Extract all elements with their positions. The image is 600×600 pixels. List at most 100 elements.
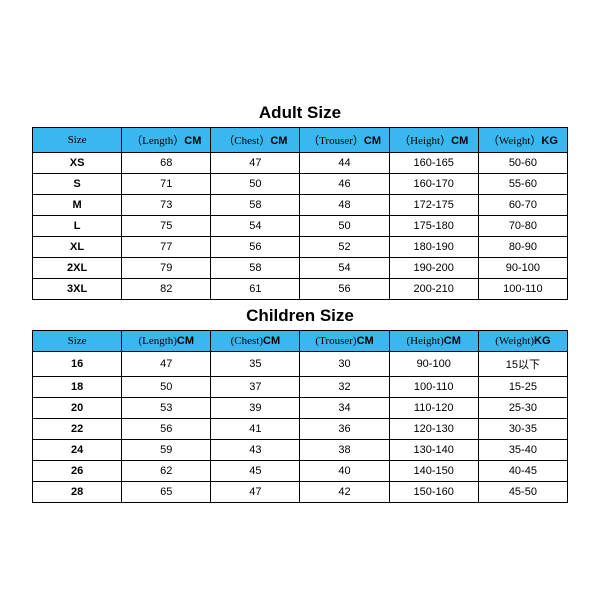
value-cell: 90-100 bbox=[478, 258, 567, 279]
value-cell: 32 bbox=[300, 377, 389, 398]
header-label: (Chest) bbox=[231, 335, 263, 347]
table-row: 3XL826156200-210100-110 bbox=[33, 279, 568, 300]
size-cell: 16 bbox=[33, 352, 122, 377]
table-row: XL775652180-19080-90 bbox=[33, 237, 568, 258]
table-row: 20533934110-12025-30 bbox=[33, 398, 568, 419]
value-cell: 140-150 bbox=[389, 461, 478, 482]
value-cell: 50 bbox=[300, 216, 389, 237]
value-cell: 42 bbox=[300, 482, 389, 503]
value-cell: 47 bbox=[211, 482, 300, 503]
value-cell: 30-35 bbox=[478, 419, 567, 440]
value-cell: 160-170 bbox=[389, 174, 478, 195]
column-header: （Chest）CM bbox=[211, 128, 300, 153]
header-label: Size bbox=[68, 335, 87, 347]
value-cell: 172-175 bbox=[389, 195, 478, 216]
value-cell: 25-30 bbox=[478, 398, 567, 419]
value-cell: 50 bbox=[122, 377, 211, 398]
value-cell: 100-110 bbox=[389, 377, 478, 398]
value-cell: 190-200 bbox=[389, 258, 478, 279]
value-cell: 56 bbox=[300, 279, 389, 300]
value-cell: 56 bbox=[211, 237, 300, 258]
value-cell: 80-90 bbox=[478, 237, 567, 258]
value-cell: 79 bbox=[122, 258, 211, 279]
table-row: S715046160-17055-60 bbox=[33, 174, 568, 195]
header-label: (Length) bbox=[138, 335, 176, 347]
header-label: Size bbox=[68, 134, 87, 146]
value-cell: 75 bbox=[122, 216, 211, 237]
header-unit: CM bbox=[444, 335, 461, 347]
header-label: （Trouser） bbox=[308, 135, 364, 147]
header-unit: CM bbox=[357, 335, 374, 347]
size-cell: 24 bbox=[33, 440, 122, 461]
header-label: （Weight） bbox=[488, 135, 542, 147]
value-cell: 77 bbox=[122, 237, 211, 258]
value-cell: 130-140 bbox=[389, 440, 478, 461]
column-header: (Weight)KG bbox=[478, 331, 567, 352]
size-cell: 28 bbox=[33, 482, 122, 503]
value-cell: 38 bbox=[300, 440, 389, 461]
value-cell: 36 bbox=[300, 419, 389, 440]
value-cell: 70-80 bbox=[478, 216, 567, 237]
value-cell: 35 bbox=[211, 352, 300, 377]
size-cell: 3XL bbox=[33, 279, 122, 300]
column-header: （Length）CM bbox=[122, 128, 211, 153]
table-row: L755450175-18070-80 bbox=[33, 216, 568, 237]
value-cell: 73 bbox=[122, 195, 211, 216]
header-unit: CM bbox=[263, 335, 280, 347]
value-cell: 55-60 bbox=[478, 174, 567, 195]
table-row: 28654742150-16045-50 bbox=[33, 482, 568, 503]
size-cell: 20 bbox=[33, 398, 122, 419]
value-cell: 58 bbox=[211, 258, 300, 279]
size-cell: M bbox=[33, 195, 122, 216]
value-cell: 40-45 bbox=[478, 461, 567, 482]
table-row: 26624540140-15040-45 bbox=[33, 461, 568, 482]
value-cell: 68 bbox=[122, 153, 211, 174]
value-cell: 100-110 bbox=[478, 279, 567, 300]
size-cell: L bbox=[33, 216, 122, 237]
value-cell: 50-60 bbox=[478, 153, 567, 174]
children-title: Children Size bbox=[32, 300, 568, 330]
size-chart-card: Adult Size Size（Length）CM（Chest）CM（Trous… bbox=[20, 87, 580, 513]
size-cell: 18 bbox=[33, 377, 122, 398]
header-unit: CM bbox=[270, 135, 287, 147]
value-cell: 35-40 bbox=[478, 440, 567, 461]
header-unit: KG bbox=[541, 135, 558, 147]
value-cell: 90-100 bbox=[389, 352, 478, 377]
value-cell: 45 bbox=[211, 461, 300, 482]
value-cell: 58 bbox=[211, 195, 300, 216]
column-header: （Weight）KG bbox=[478, 128, 567, 153]
table-row: 1647353090-10015以下 bbox=[33, 352, 568, 377]
table-row: 22564136120-13030-35 bbox=[33, 419, 568, 440]
value-cell: 71 bbox=[122, 174, 211, 195]
value-cell: 46 bbox=[300, 174, 389, 195]
children-size-table: Size(Length)CM(Chest)CM(Trouser)CM(Heigh… bbox=[32, 330, 568, 503]
adult-title: Adult Size bbox=[32, 97, 568, 127]
value-cell: 160-165 bbox=[389, 153, 478, 174]
header-label: （Height） bbox=[399, 135, 451, 147]
header-unit: CM bbox=[177, 335, 194, 347]
value-cell: 44 bbox=[300, 153, 389, 174]
size-cell: XL bbox=[33, 237, 122, 258]
value-cell: 50 bbox=[211, 174, 300, 195]
header-label: (Height) bbox=[407, 335, 444, 347]
table-row: 2XL795854190-20090-100 bbox=[33, 258, 568, 279]
size-cell: 22 bbox=[33, 419, 122, 440]
size-cell: 26 bbox=[33, 461, 122, 482]
value-cell: 53 bbox=[122, 398, 211, 419]
header-unit: CM bbox=[364, 135, 381, 147]
table-row: 24594338130-14035-40 bbox=[33, 440, 568, 461]
value-cell: 54 bbox=[300, 258, 389, 279]
value-cell: 15以下 bbox=[478, 352, 567, 377]
table-row: XS684744160-16550-60 bbox=[33, 153, 568, 174]
header-label: （Chest） bbox=[223, 135, 270, 147]
value-cell: 43 bbox=[211, 440, 300, 461]
value-cell: 34 bbox=[300, 398, 389, 419]
header-label: (Trouser) bbox=[315, 335, 356, 347]
value-cell: 65 bbox=[122, 482, 211, 503]
column-header: （Trouser）CM bbox=[300, 128, 389, 153]
table-row: 18503732100-11015-25 bbox=[33, 377, 568, 398]
header-unit: KG bbox=[534, 335, 551, 347]
header-unit: CM bbox=[451, 135, 468, 147]
value-cell: 56 bbox=[122, 419, 211, 440]
value-cell: 30 bbox=[300, 352, 389, 377]
